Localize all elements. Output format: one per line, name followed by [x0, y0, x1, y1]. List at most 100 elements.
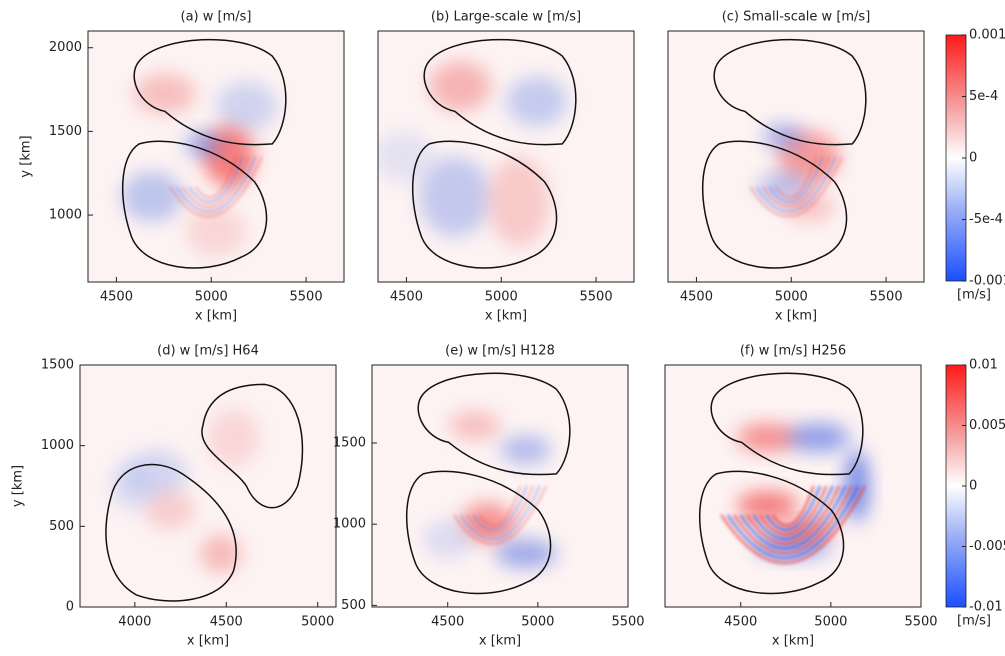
plot-frame [371, 364, 629, 608]
plot-background [372, 365, 628, 607]
y-axis-label: y [km] [19, 135, 34, 177]
x-tick-label: 4500 [390, 290, 423, 305]
x-tick-label: 5500 [611, 615, 644, 630]
contour [701, 140, 848, 269]
field [378, 61, 568, 247]
colorbar-tick-label: 5e-4 [969, 89, 998, 104]
field-blob [216, 81, 278, 132]
y-tick-label: 500 [49, 519, 74, 534]
field [720, 423, 870, 565]
x-tick-label: 5000 [775, 290, 808, 305]
wave-arc [745, 485, 841, 545]
wave-arc [765, 485, 822, 532]
plot-background [665, 365, 921, 607]
panel: (e) w [m/s] H128 x [km] 4500 5000 5500 500 100… [333, 344, 645, 649]
field-blob [185, 206, 247, 257]
wave-arc [758, 485, 828, 536]
wave-arc [175, 156, 257, 213]
field-blob [121, 171, 183, 222]
y-tick-label: 500 [341, 598, 366, 613]
colorbar-tick-label: 0.01 [969, 358, 998, 373]
wave-arc [755, 156, 837, 213]
x-tick-label: 5000 [814, 615, 847, 630]
contour [405, 470, 552, 595]
field-blob [134, 73, 196, 114]
wave-arc [188, 156, 244, 204]
panel-title: (c) Small-scale w [m/s] [722, 10, 871, 25]
x-axis-label: x [km] [195, 309, 237, 324]
wave-arc [761, 156, 831, 208]
wave-arc [472, 485, 528, 531]
contour [121, 140, 268, 269]
y-tick-label: 1000 [333, 517, 366, 532]
panel-title: (a) w [m/s] [181, 10, 252, 25]
x-tick-label: 5500 [290, 290, 323, 305]
contour [417, 372, 571, 476]
contour [133, 38, 287, 146]
wave-arc [465, 485, 535, 536]
field-blob [736, 423, 799, 453]
wave-arc [774, 156, 818, 199]
contour [411, 140, 558, 269]
x-tick-label: 5000 [485, 290, 518, 305]
field [121, 73, 278, 257]
y-axis-label: y [km] [11, 465, 26, 507]
colorbar-unit: [m/s] [957, 288, 991, 303]
x-tick-label: 5000 [195, 290, 228, 305]
colorbar-tick-label: 0 [969, 151, 977, 166]
field [749, 123, 843, 222]
field-blob [494, 539, 557, 569]
colorbar-tick-label: 0.005 [969, 418, 1005, 433]
field-blob [110, 461, 152, 511]
field-blob [144, 490, 196, 530]
y-tick-label: 1000 [41, 438, 74, 453]
wave-arc [194, 156, 238, 199]
field-blob [418, 156, 491, 237]
field-blob [448, 410, 500, 441]
colorbar-tick-label: -5e-4 [969, 212, 1003, 227]
wave-arc [453, 485, 547, 545]
y-tick-label: 1000 [49, 208, 82, 223]
panel-title: (b) Large-scale w [m/s] [431, 10, 581, 25]
x-axis-label: x [km] [775, 309, 817, 324]
wave-arc [478, 485, 522, 527]
panel: (d) w [m/s] H64 x [km] y [km] 4000 4500 5000 0… [11, 344, 337, 649]
x-tick-label: 4500 [431, 615, 464, 630]
wave-arc [771, 485, 815, 527]
x-tick-label: 5000 [521, 615, 554, 630]
y-tick-label: 1500 [333, 435, 366, 450]
panel: (a) w [m/s] x [km] y [km] 4500 5000 5500 1000 1… [19, 10, 345, 324]
plot-frame [79, 364, 337, 608]
plot-frame [87, 30, 345, 283]
plot-frame [377, 30, 635, 283]
x-tick-label: 5500 [904, 615, 937, 630]
x-axis-label: x [km] [187, 634, 229, 649]
x-tick-label: 4000 [118, 615, 151, 630]
y-tick-label: 1500 [41, 358, 74, 373]
colorbar-tick-label: 0 [969, 479, 977, 494]
wave-arc [720, 485, 866, 565]
contour [710, 372, 864, 476]
field-blob [505, 76, 568, 127]
field-blob [736, 490, 799, 520]
field [110, 408, 260, 574]
contour [423, 38, 577, 146]
y-tick-label: 1500 [49, 124, 82, 139]
x-tick-label: 4500 [100, 290, 133, 305]
plot-frame [664, 364, 922, 608]
colorbar-tick-label: -0.005 [969, 539, 1005, 554]
x-tick-label: 5500 [580, 290, 613, 305]
panel-title: (f) w [m/s] H256 [740, 344, 846, 359]
contour [201, 383, 304, 509]
y-tick-label: 2000 [49, 40, 82, 55]
field-blob [378, 131, 435, 182]
plot-frame [667, 30, 925, 283]
field [423, 410, 557, 569]
x-tick-label: 5500 [870, 290, 903, 305]
panel-title: (e) w [m/s] H128 [445, 344, 555, 359]
panel: (b) Large-scale w [m/s] x [km] 4500 5000 550… [377, 10, 635, 324]
field-blob [200, 534, 242, 574]
panel: (f) w [m/s] H256 x [km] 4500 5000 5500 0.01 0.… [664, 344, 1005, 649]
x-tick-label: 4500 [210, 615, 243, 630]
